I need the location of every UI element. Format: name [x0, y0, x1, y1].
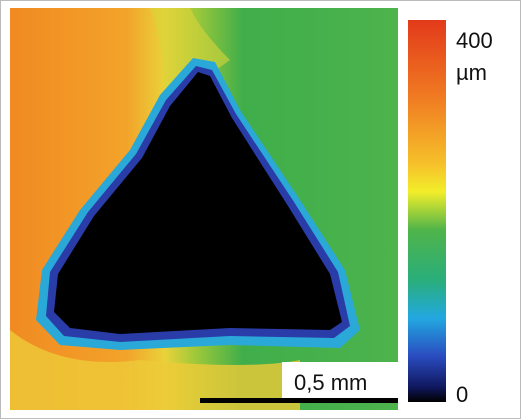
colorbar-max-label: 400: [456, 28, 493, 53]
colorbar-unit: µm: [456, 60, 487, 85]
height-map: [10, 8, 398, 410]
page: 400 µm 0 0,5 mm (() => { const data = JS…: [0, 0, 521, 419]
colorbar-min-label: 0: [456, 382, 468, 407]
scale-bar: [200, 398, 398, 403]
colorbar: [408, 20, 446, 402]
figure: 400 µm 0 0,5 mm: [0, 0, 521, 419]
scale-bar-label: 0,5 mm: [294, 370, 367, 395]
